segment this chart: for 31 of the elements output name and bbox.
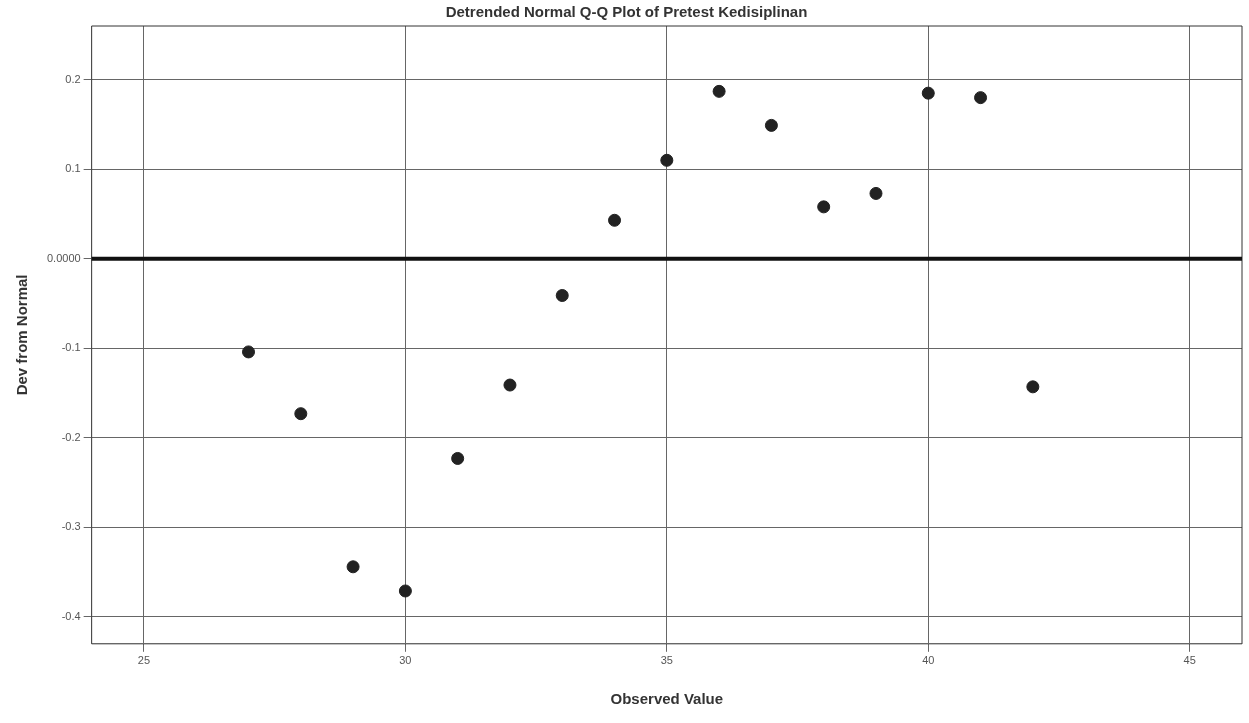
x-tick-label: 30: [399, 654, 412, 667]
x-axis-title: Observed Value: [610, 690, 724, 708]
point: [1026, 380, 1040, 394]
point: [921, 86, 935, 100]
point: [346, 560, 360, 574]
x-tick-label: 45: [1183, 654, 1196, 667]
point: [451, 451, 465, 465]
point: [712, 84, 726, 98]
y-tick-label: 0.2: [65, 72, 81, 85]
y-tick-label: 0.0000: [46, 251, 81, 264]
x-tick-label: 25: [137, 654, 151, 667]
point: [660, 153, 674, 167]
point: [974, 91, 988, 105]
point: [294, 407, 308, 421]
point: [503, 378, 517, 392]
point: [398, 584, 412, 598]
point: [608, 213, 622, 227]
x-tick-label: 40: [922, 654, 935, 667]
chart-title: Detrended Normal Q-Q Plot of Pretest Kedisiplinan: [445, 3, 808, 21]
y-tick-label: 0.1: [65, 162, 81, 175]
point: [869, 186, 883, 200]
point: [764, 118, 778, 132]
point: [555, 289, 569, 302]
y-tick-label: -0.4: [61, 609, 81, 622]
y-tick-label: -0.2: [61, 430, 81, 443]
point: [242, 345, 256, 359]
y-tick-label: -0.1: [61, 341, 81, 354]
y-tick-label: -0.3: [61, 520, 81, 533]
x-tick-label: 35: [660, 654, 673, 667]
point: [817, 200, 831, 214]
y-axis-title: Dev from Normal: [13, 274, 31, 396]
